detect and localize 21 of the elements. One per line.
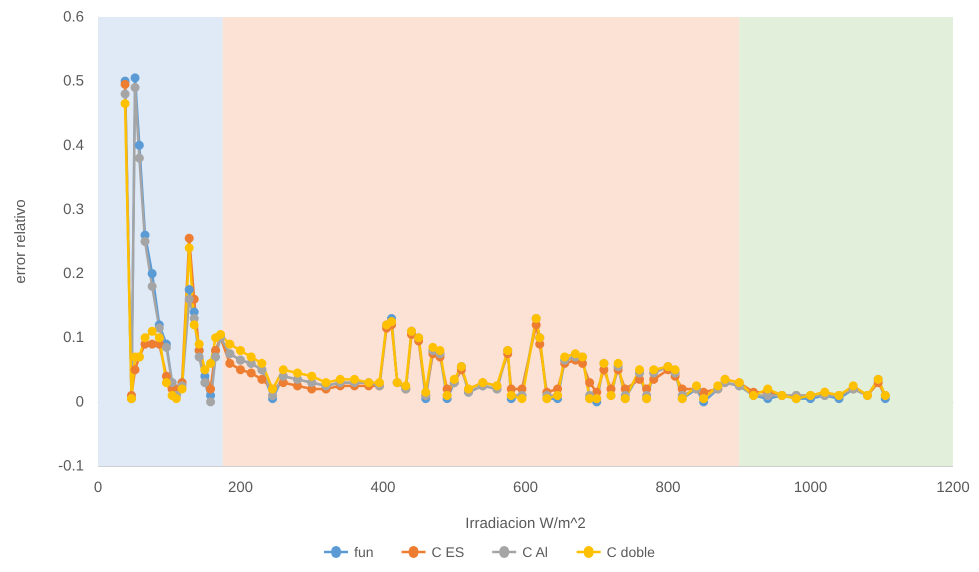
legend-label: C ES: [432, 544, 464, 560]
y-tick-label: 0.1: [63, 329, 84, 346]
x-tick-label: 800: [655, 479, 681, 496]
y-tick-label: 0: [76, 393, 84, 410]
x-tick-label: 600: [512, 479, 538, 496]
y-tick-label: 0.6: [63, 8, 84, 26]
x-axis-title: Irradiacion W/m^2: [465, 515, 586, 532]
y-tick-label: -0.1: [58, 458, 84, 474]
y-tick-label: 0.3: [63, 200, 84, 218]
y-tick-label: 0.2: [63, 265, 84, 282]
y-tick-label: 0.4: [63, 136, 84, 154]
legend-label: fun: [354, 544, 374, 560]
x-tick-label: 1200: [936, 479, 970, 496]
x-tick-label: 200: [228, 479, 254, 496]
legend-label: C Al: [522, 544, 548, 560]
legend-label: C doble: [606, 544, 656, 560]
y-tick-label: 0.5: [63, 72, 84, 90]
y-axis-title: error relativo: [12, 199, 29, 284]
x-tick-label: 400: [370, 479, 396, 496]
x-tick-label: 0: [94, 479, 102, 496]
x-tick-label: 1000: [794, 479, 828, 496]
